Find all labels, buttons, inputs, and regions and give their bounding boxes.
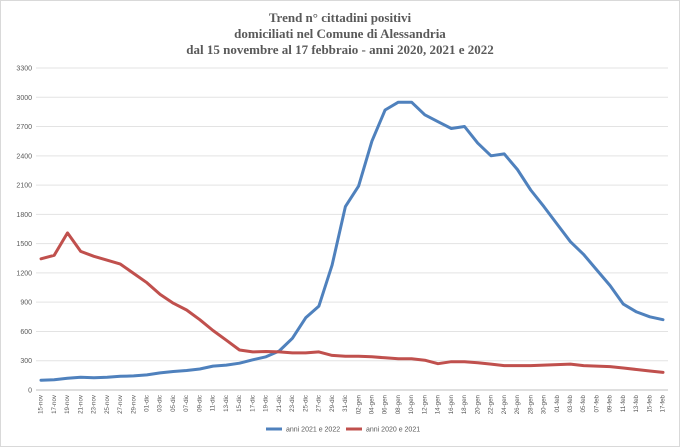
x-tick-label: 29-nov: [130, 394, 137, 414]
x-tick-label: 15-dic: [236, 395, 243, 412]
y-tick-label: 3300: [16, 66, 32, 73]
y-tick-label: 900: [20, 300, 32, 307]
y-tick-label: 300: [20, 358, 32, 365]
x-tick-label: 21-dic: [276, 395, 283, 412]
x-tick-label: 07-feb: [593, 394, 600, 412]
x-tick-label: 23-dic: [289, 395, 296, 412]
chart-title-line-3: dal 15 novembre al 17 febbraio - anni 20…: [186, 42, 494, 57]
x-tick-label: 02-gen: [355, 394, 362, 414]
x-tick-label: 29-dic: [329, 395, 336, 412]
x-tick-label: 11-feb: [620, 394, 627, 412]
x-tick-label: 11-dic: [210, 395, 217, 411]
x-tick-label: 27-nov: [117, 394, 124, 414]
x-tick-label: 05-feb: [580, 394, 587, 412]
y-tick-label: 0: [28, 388, 32, 395]
x-tick-label: 17-dic: [249, 395, 256, 412]
x-tick-label: 15-feb: [646, 394, 653, 412]
x-tick-label: 03-feb: [567, 394, 574, 412]
x-tick-label: 18-gen: [461, 394, 468, 414]
x-tick-label: 12-gen: [421, 394, 428, 414]
x-tick-label: 28-gen: [527, 394, 534, 414]
x-tick-label: 01-feb: [554, 394, 561, 412]
y-tick-label: 2100: [16, 183, 32, 190]
x-tick-label: 24-gen: [501, 394, 508, 414]
x-tick-label: 16-gen: [448, 394, 455, 414]
y-tick-label: 2400: [16, 153, 32, 160]
x-tick-label: 03-dic: [157, 395, 164, 412]
x-tick-label: 13-feb: [633, 394, 640, 412]
y-tick-label: 600: [20, 329, 32, 336]
x-tick-label: 27-dic: [316, 395, 323, 412]
x-tick-label: 05-dic: [170, 395, 177, 412]
x-tick-label: 23-nov: [91, 394, 98, 414]
chart-title-line-1: Trend n° cittadini positivi: [268, 10, 412, 25]
x-tick-label: 10-gen: [408, 394, 415, 414]
x-tick-label: 31-dic: [342, 395, 349, 412]
y-tick-label: 1800: [16, 212, 32, 219]
x-tick-label: 13-dic: [223, 395, 230, 412]
x-tick-label: 17-nov: [51, 394, 58, 414]
x-tick-label: 15-nov: [38, 394, 45, 414]
chart-title-line-2: domiciliati nel Comune di Alessandria: [234, 26, 446, 41]
x-tick-label: 21-nov: [77, 394, 84, 414]
x-tick-label: 20-gen: [474, 394, 481, 414]
y-tick-label: 2700: [16, 124, 32, 131]
legend-label: anni 2021 e 2022: [286, 427, 340, 434]
x-tick-label: 01-dic: [144, 395, 151, 412]
series-line-2: [39, 231, 665, 374]
x-tick-label: 22-gen: [488, 394, 495, 414]
series-line-1: [39, 100, 665, 382]
x-tick-label: 19-nov: [64, 394, 71, 414]
x-tick-label: 04-gen: [368, 394, 375, 414]
x-tick-label: 26-gen: [514, 394, 521, 414]
x-tick-label: 06-gen: [382, 394, 389, 414]
x-tick-label: 09-feb: [607, 394, 614, 412]
legend-label: anni 2020 e 2021: [366, 427, 420, 434]
x-tick-label: 25-nov: [104, 394, 111, 414]
x-tick-label: 17-feb: [660, 394, 667, 412]
y-tick-label: 3000: [16, 95, 32, 102]
x-tick-label: 25-dic: [302, 395, 309, 412]
x-tick-label: 09-dic: [196, 395, 203, 412]
y-tick-label: 1500: [16, 241, 32, 248]
y-tick-label: 1200: [16, 270, 32, 277]
x-tick-label: 14-gen: [435, 394, 442, 414]
x-tick-label: 19-dic: [263, 395, 270, 412]
x-tick-label: 07-dic: [183, 395, 190, 412]
x-tick-label: 08-gen: [395, 394, 402, 414]
x-tick-label: 30-gen: [541, 394, 548, 414]
